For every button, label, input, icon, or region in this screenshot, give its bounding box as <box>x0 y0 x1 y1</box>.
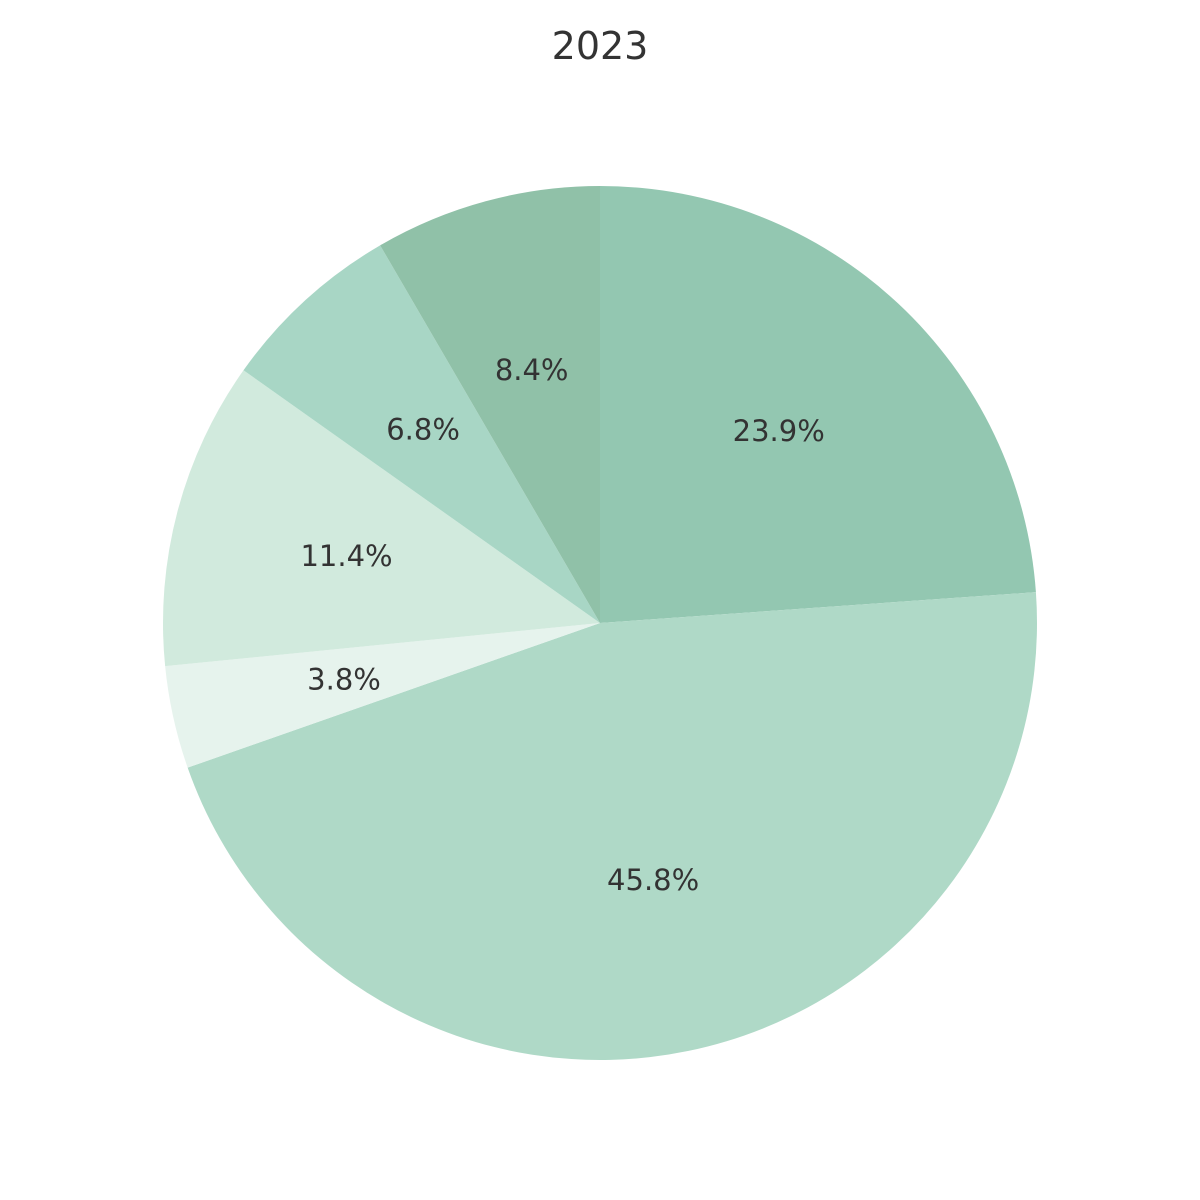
slice-percent-label: 23.9% <box>733 414 825 448</box>
slice-percent-label: 3.8% <box>307 663 381 697</box>
pie-slice <box>600 186 1036 623</box>
pie-slice <box>162 370 601 667</box>
pie-slice <box>243 245 600 623</box>
pie-slices <box>162 186 1037 1060</box>
pie-slice <box>380 186 600 623</box>
slice-percent-label: 8.4% <box>495 353 569 387</box>
pie-labels: 23.9% 45.8% 3.8% 11.4% 6.8% 8.4% <box>300 353 824 897</box>
pie-slice <box>187 592 1037 1060</box>
slice-percent-label: 6.8% <box>386 412 460 446</box>
pie-slice <box>165 623 600 768</box>
slice-percent-label: 11.4% <box>300 539 392 573</box>
slice-percent-label: 45.8% <box>607 863 699 897</box>
chart-title: 2023 <box>552 24 649 68</box>
